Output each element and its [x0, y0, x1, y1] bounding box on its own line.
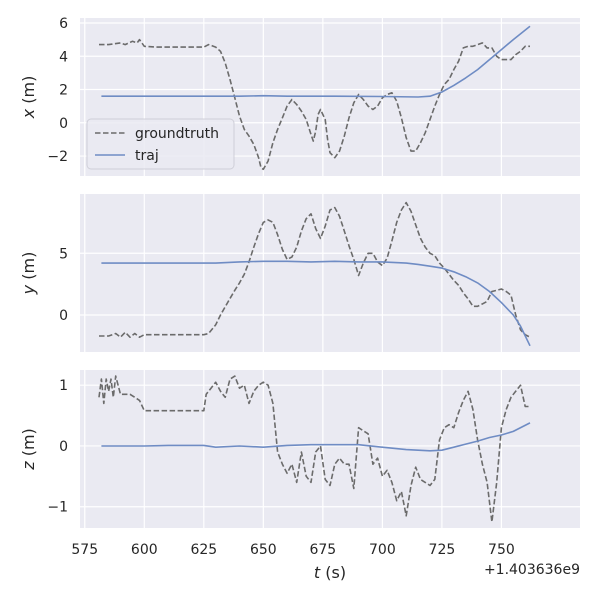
- series-traj-line: [101, 260, 531, 347]
- x-tick-label: 575: [71, 542, 98, 558]
- plot-background: [80, 194, 580, 352]
- legend: groundtruth traj: [86, 118, 235, 170]
- y-axis-label-unit: (m): [19, 428, 38, 461]
- y-tick-label: 0: [59, 439, 68, 455]
- y-tick-label: −2: [47, 149, 68, 165]
- series-traj-line: [101, 25, 531, 98]
- x-tick-label: 725: [429, 542, 456, 558]
- legend-label-traj: traj: [135, 148, 159, 164]
- x-tick-label: 600: [131, 542, 158, 558]
- x-axis-label: t (s): [314, 563, 346, 582]
- y-tick-label: 0: [59, 308, 68, 324]
- series-traj-line: [101, 422, 531, 452]
- y-axis-label: z (m): [19, 428, 38, 471]
- x-tick-label: 650: [250, 542, 277, 558]
- panel-y: 0 5 y (m): [19, 194, 580, 352]
- x-axis-label-unit: (s): [320, 563, 346, 582]
- y-tick-label: 5: [59, 246, 68, 262]
- panel-x: −2 0 2 4 6 x (m) groundtruth traj: [19, 16, 580, 176]
- panel-z: −1 0 1 z (m): [19, 370, 580, 528]
- x-tick-label: 675: [309, 542, 336, 558]
- y-tick-label: 0: [59, 116, 68, 132]
- x-axis-label-var: t: [314, 563, 321, 582]
- y-axis-label-unit: (m): [19, 76, 38, 109]
- y-tick-label: 1: [59, 378, 68, 394]
- series-groundtruth-line: [99, 38, 530, 171]
- y-axis-label: x (m): [19, 76, 38, 120]
- y-axis-label-var: z: [19, 461, 38, 471]
- plot-background: [80, 370, 580, 528]
- x-tick-label: 625: [190, 542, 217, 558]
- x-tick-label: 750: [488, 542, 515, 558]
- y-axis-label-var: y: [19, 284, 38, 295]
- x-tick-label: 700: [369, 542, 396, 558]
- y-axis-label-unit: (m): [19, 252, 38, 285]
- x-axis-offset-label: +1.403636e9: [484, 562, 580, 578]
- y-tick-label: 4: [59, 49, 68, 65]
- series-groundtruth-line: [99, 201, 531, 338]
- y-tick-label: −1: [47, 500, 68, 516]
- series-groundtruth-line: [98, 375, 530, 523]
- legend-box: [86, 118, 235, 170]
- y-tick-label: 6: [59, 16, 68, 32]
- y-axis-label: y (m): [19, 252, 38, 296]
- y-axis-label-var: x: [19, 108, 38, 119]
- legend-label-groundtruth: groundtruth: [135, 126, 219, 142]
- y-tick-label: 2: [59, 83, 68, 99]
